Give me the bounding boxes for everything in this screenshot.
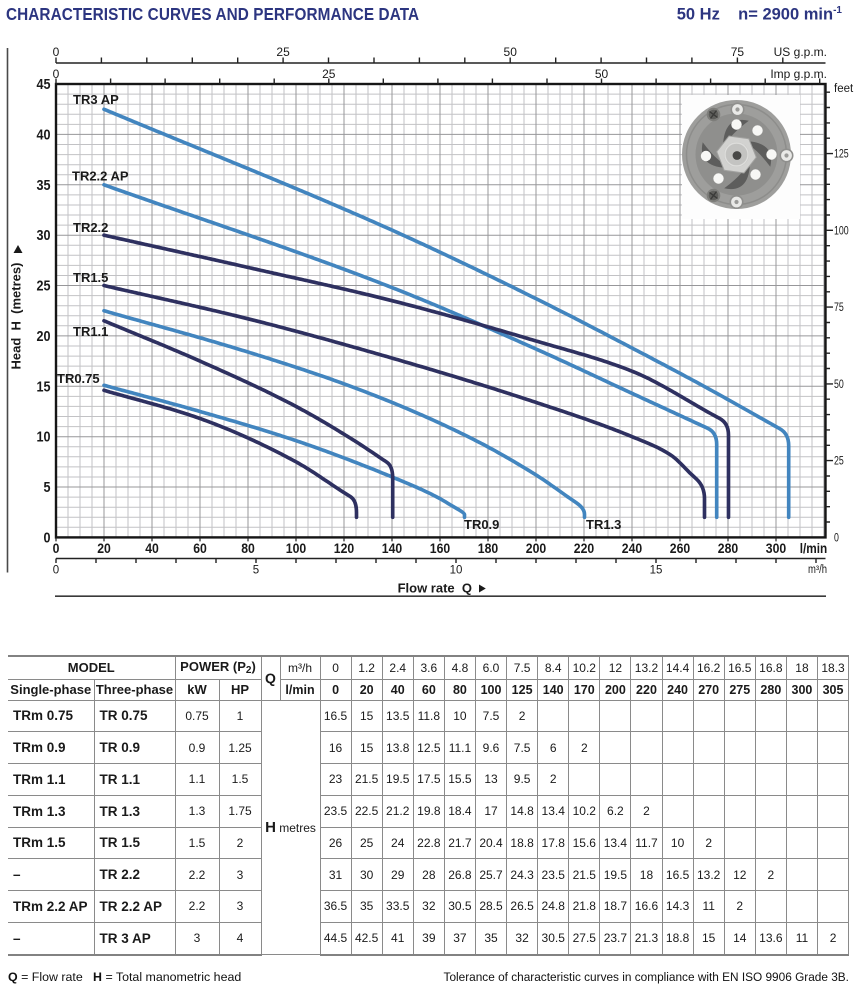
svg-text:100: 100 (834, 223, 849, 237)
svg-text:0: 0 (53, 67, 60, 81)
svg-text:TR2.2 AP: TR2.2 AP (72, 169, 129, 184)
svg-text:45: 45 (37, 77, 51, 93)
svg-text:35: 35 (37, 178, 51, 194)
svg-text:TR2.2: TR2.2 (73, 220, 108, 235)
svg-text:25: 25 (834, 454, 844, 468)
svg-text:l/min: l/min (800, 540, 828, 556)
svg-text:160: 160 (430, 540, 451, 556)
svg-text:25: 25 (322, 67, 336, 81)
svg-text:0: 0 (53, 565, 59, 577)
svg-text:Flow rate Q: Flow rate Q (398, 580, 472, 595)
svg-text:50: 50 (834, 377, 844, 391)
svg-text:0: 0 (53, 540, 60, 556)
svg-text:0: 0 (53, 45, 60, 59)
svg-text:200: 200 (526, 540, 547, 556)
svg-text:80: 80 (241, 540, 255, 556)
svg-text:50: 50 (595, 67, 609, 81)
svg-text:140: 140 (382, 540, 403, 556)
svg-text:100: 100 (286, 540, 307, 556)
svg-text:US g.p.m.: US g.p.m. (774, 45, 827, 59)
svg-text:0: 0 (44, 530, 51, 546)
svg-text:10: 10 (37, 430, 51, 446)
svg-text:280: 280 (718, 540, 739, 556)
svg-text:60: 60 (193, 540, 207, 556)
svg-text:125: 125 (834, 147, 849, 161)
svg-text:180: 180 (478, 540, 499, 556)
svg-text:m³/h: m³/h (808, 564, 827, 576)
svg-text:300: 300 (766, 540, 787, 556)
svg-text:Imp g.p.m.: Imp g.p.m. (770, 67, 827, 81)
svg-text:TR1.1: TR1.1 (73, 324, 108, 339)
svg-text:50: 50 (504, 45, 518, 59)
svg-text:TR1.3: TR1.3 (586, 517, 621, 532)
svg-text:5: 5 (253, 565, 259, 577)
svg-text:5: 5 (44, 480, 51, 496)
svg-text:TR3 AP: TR3 AP (73, 92, 119, 107)
svg-text:TR0.9: TR0.9 (464, 517, 499, 532)
svg-text:15: 15 (37, 379, 51, 395)
svg-text:40: 40 (37, 127, 51, 143)
svg-text:30: 30 (37, 228, 51, 244)
svg-text:240: 240 (622, 540, 643, 556)
svg-text:120: 120 (334, 540, 355, 556)
svg-text:220: 220 (574, 540, 595, 556)
svg-text:75: 75 (731, 45, 745, 59)
svg-text:40: 40 (145, 540, 159, 556)
svg-text:TR1.5: TR1.5 (73, 270, 108, 285)
svg-text:260: 260 (670, 540, 691, 556)
svg-text:feet: feet (834, 83, 854, 95)
svg-text:20: 20 (97, 540, 111, 556)
svg-text:0: 0 (834, 530, 839, 544)
svg-text:10: 10 (450, 565, 463, 577)
svg-text:Head H (metres): Head H (metres) (9, 263, 24, 370)
svg-text:75: 75 (834, 300, 844, 314)
svg-text:15: 15 (650, 565, 663, 577)
svg-text:20: 20 (37, 329, 51, 345)
svg-text:TR0.75: TR0.75 (57, 371, 100, 386)
svg-text:25: 25 (276, 45, 290, 59)
svg-text:25: 25 (37, 279, 51, 295)
